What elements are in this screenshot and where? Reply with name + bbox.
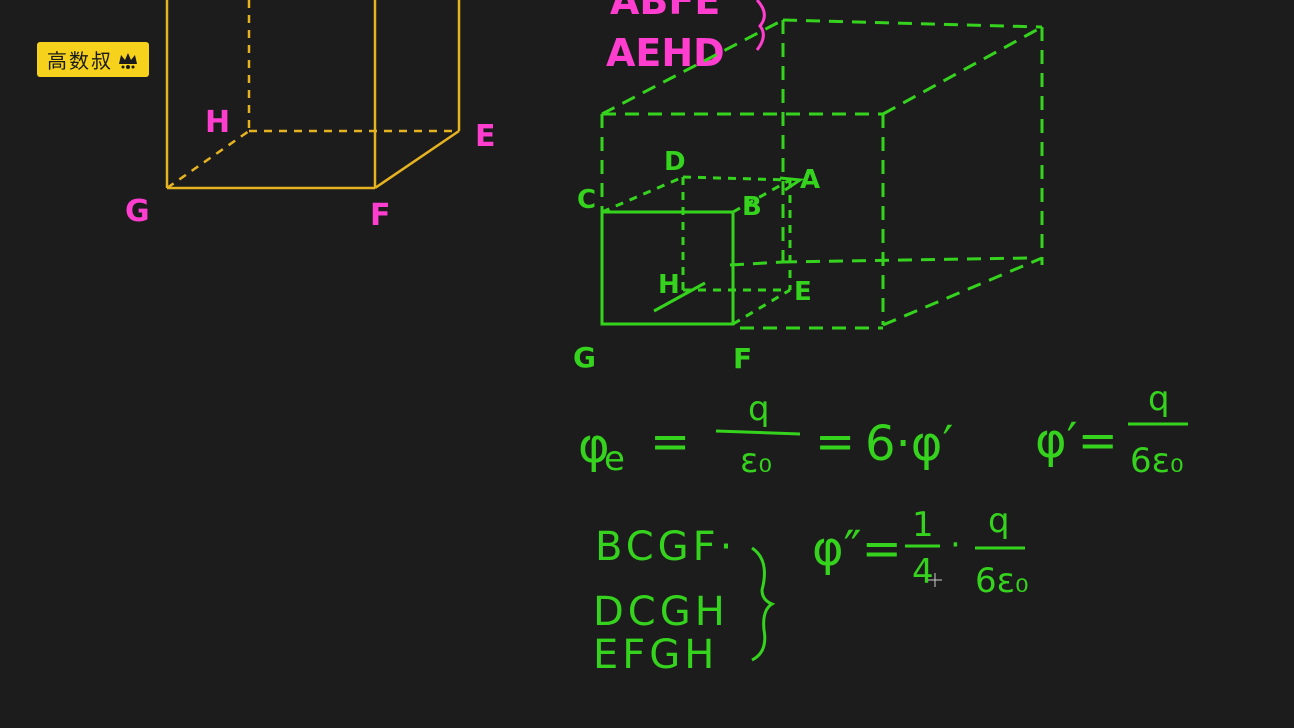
green-label-f: F bbox=[733, 342, 752, 375]
green-small-cube bbox=[600, 175, 805, 326]
equation-phi-e: φ e = q ε₀ = 6·φ′ bbox=[578, 389, 953, 481]
face-item-3: EFGH bbox=[593, 632, 718, 678]
eq1-sub: e bbox=[604, 439, 625, 479]
eq3-dot: · bbox=[950, 525, 961, 565]
face-list: BCGF· DCGH EFGH bbox=[593, 524, 776, 678]
eq1-numerator: q bbox=[748, 389, 770, 429]
eq3-lhs: φ″= bbox=[812, 521, 902, 577]
eq2-numerator: q bbox=[1148, 379, 1170, 419]
logo-badge: 高数叔 bbox=[37, 42, 149, 77]
pink-brace bbox=[755, 0, 766, 51]
green-label-g: G bbox=[573, 341, 596, 374]
face-brace bbox=[751, 546, 776, 662]
eq1-denominator: ε₀ bbox=[740, 441, 772, 481]
face-item-2: DCGH bbox=[593, 589, 729, 635]
eq1-fraction-bar bbox=[715, 429, 801, 436]
face-item-1: BCGF· bbox=[595, 524, 736, 570]
yellow-label-f: F bbox=[370, 198, 391, 233]
eq1-rhs: 6·φ′ bbox=[865, 416, 953, 472]
pink-face-list: ABFE AEHD bbox=[606, 0, 766, 75]
green-label-e: E bbox=[794, 277, 812, 307]
eq2-lhs: φ′= bbox=[1035, 413, 1118, 469]
pink-face-1: ABFE bbox=[610, 0, 720, 23]
green-label-c: C bbox=[577, 185, 596, 215]
equation-phi-double-prime: φ″= 1 4 · q 6ε₀ bbox=[812, 501, 1029, 601]
eq3-denominator-1: 4 bbox=[912, 552, 934, 592]
green-label-a: A bbox=[800, 165, 820, 195]
green-label-d: D bbox=[664, 147, 686, 177]
green-label-b: B bbox=[742, 192, 762, 222]
logo-text: 高数叔 bbox=[47, 49, 113, 73]
eq3-denominator-2: 6ε₀ bbox=[975, 561, 1029, 601]
eq1-phi: φ bbox=[578, 418, 610, 474]
pen-cursor bbox=[928, 573, 942, 587]
yellow-label-e: E bbox=[475, 119, 496, 154]
eq1-equals-1: = bbox=[650, 414, 690, 470]
eq3-numerator-1: 1 bbox=[912, 505, 934, 545]
pink-face-2: AEHD bbox=[606, 31, 725, 75]
green-cube-labels: D A C B H E G F bbox=[573, 147, 820, 375]
yellow-cube-labels: H E G F bbox=[125, 105, 496, 233]
yellow-cube bbox=[165, 0, 461, 190]
green-label-h: H bbox=[658, 270, 680, 300]
yellow-label-h: H bbox=[205, 105, 230, 140]
equation-phi-prime: φ′= q 6ε₀ bbox=[1035, 379, 1188, 481]
eq2-denominator: 6ε₀ bbox=[1130, 441, 1184, 481]
crown-icon bbox=[119, 52, 137, 69]
eq3-numerator-2: q bbox=[988, 501, 1010, 541]
eq1-equals-2: = bbox=[815, 414, 855, 470]
yellow-label-g: G bbox=[125, 194, 150, 229]
